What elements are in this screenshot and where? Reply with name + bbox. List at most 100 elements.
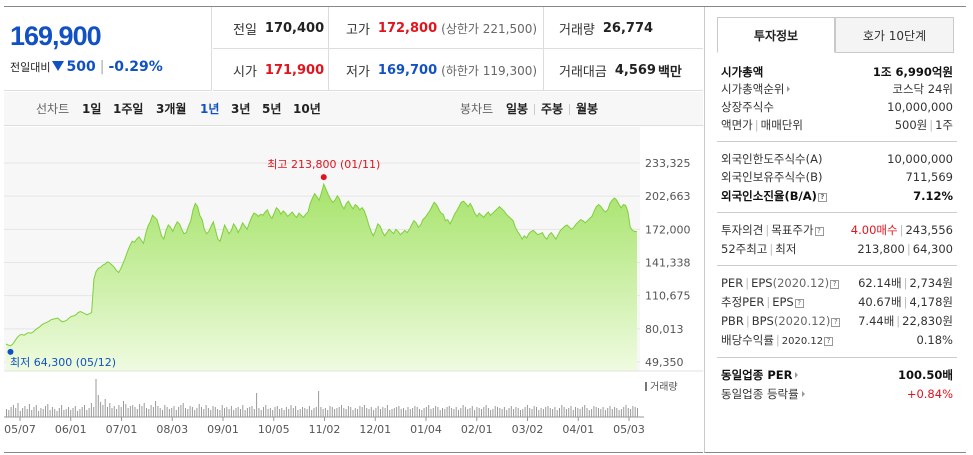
tab-1d[interactable]: 1일 [82,102,102,116]
lower-limit: (하한가 119,300) [441,63,538,78]
volume-bar [240,409,241,417]
tab-daily[interactable]: 일봉 [506,102,529,116]
tab-weekly[interactable]: 주봉 [541,102,564,116]
industry-rate-label: 동일업종 등락률 [721,386,799,401]
volume-bar [382,407,384,417]
shares-value: 10,000,000 [887,99,953,114]
volume-bar [363,405,365,417]
volume-bar [331,407,333,417]
volume-bar [205,405,207,417]
volume-bar [175,410,177,417]
volume-bar [412,408,414,417]
volume-bar [104,399,106,417]
volume-bar [357,409,359,417]
volume-bar [79,409,81,417]
volume-bar [375,408,377,417]
tab-3y[interactable]: 3년 [231,102,251,116]
volume-bar [368,409,370,417]
upper-limit: (상한가 221,500) [441,21,538,36]
help-icon[interactable]: ? [830,279,840,289]
volume-bar [407,407,409,417]
volume-bar [405,410,407,417]
tab-orderbook[interactable]: 호가 10단계 [835,17,954,53]
tab-monthly[interactable]: 월봉 [576,102,599,116]
foreign-hold-label: 외국인보유주식수(B) [721,169,823,184]
pbr-label: PBR [721,313,744,328]
opinion-value: 4.00매수 [850,222,898,237]
volume-bar [196,408,198,417]
volume-bar [602,407,604,417]
tab-3m[interactable]: 3개월 [156,102,187,116]
volume-bar [451,408,453,417]
volume-bar [157,406,159,417]
volume-bar [267,409,269,417]
cap-rank-value: 코스닥 24위 [892,81,953,96]
tab-10y[interactable]: 10년 [293,102,321,116]
volume-bar [579,409,581,417]
volume-bars [6,379,638,417]
x-tick-label: 02/01 [461,423,493,436]
forward-per-label: 추정PER [721,294,765,309]
volume-bar [607,408,609,417]
x-tick-label: 04/01 [562,423,594,436]
volume-bar [501,409,503,417]
right-panel: 투자정보 호가 10단계 시가총액 1조 6,990억원 시가총액순위 코스닥 … [704,7,966,453]
dividend-row: 배당수익률 | 2020.12? 0.18% [721,332,953,347]
shares-label: 상장주식수 [721,99,774,114]
volume-bar [497,407,498,417]
eps-year: (2020.12) [772,275,830,290]
volume-bar [320,407,322,417]
volume-bar [414,406,416,417]
foreign-ratio-value: 7.12% [913,188,953,203]
volume-bar [618,410,620,417]
volume-bar [61,405,63,417]
volume-bar [256,393,258,417]
volume-bar [474,410,476,417]
tab-5y[interactable]: 5년 [262,102,282,116]
volume-bar [311,410,313,417]
price-line [5,182,638,347]
foreign-limit-value: 10,000,000 [887,151,953,166]
volume-bar [398,406,400,417]
volume-bar [536,407,537,417]
volume-bar [437,407,439,417]
volume-bar [448,406,450,417]
volume-bar [77,411,79,417]
prev-close-label: 전일 [233,22,257,38]
volume-bar [283,410,285,417]
volume-bar [462,405,464,417]
volume-bar [139,404,141,417]
volume-bar [49,410,51,417]
volume-bar [343,408,345,417]
volume-bar [258,408,260,417]
volume-bar [604,410,606,417]
help-icon[interactable]: ? [824,336,834,346]
foreign-ratio-row: 외국인소진율(B/A)? 7.12% [721,187,953,204]
help-icon[interactable]: ? [794,298,804,308]
volume-bar [370,407,372,417]
y-tick-label: 110,675 [645,290,691,303]
volume-bar [460,408,462,417]
high-label: 고가 [346,22,370,38]
help-icon[interactable]: ? [817,192,827,202]
tab-investment-info[interactable]: 투자정보 [717,17,835,53]
y-tick-label: 80,013 [645,323,684,336]
volume-bar [386,405,388,417]
volume-bar [430,409,432,417]
volume-bar [554,407,556,417]
volume-bar [556,410,558,417]
tab-1w[interactable]: 1주일 [113,102,144,116]
volume-bar [423,408,425,417]
change-value: 500 [66,59,96,75]
volume-bar [166,407,168,417]
help-icon[interactable]: ? [831,317,841,327]
help-icon[interactable]: ? [814,226,824,236]
volume-bar [24,406,26,417]
volume-bar [107,407,108,417]
volume-bar [586,408,588,417]
industry-per-label: 동일업종 PER [721,367,793,382]
volume-bar [614,407,616,417]
volume-bar [520,410,521,417]
volume-bar [341,405,342,417]
tab-1y[interactable]: 1년 [200,102,220,116]
